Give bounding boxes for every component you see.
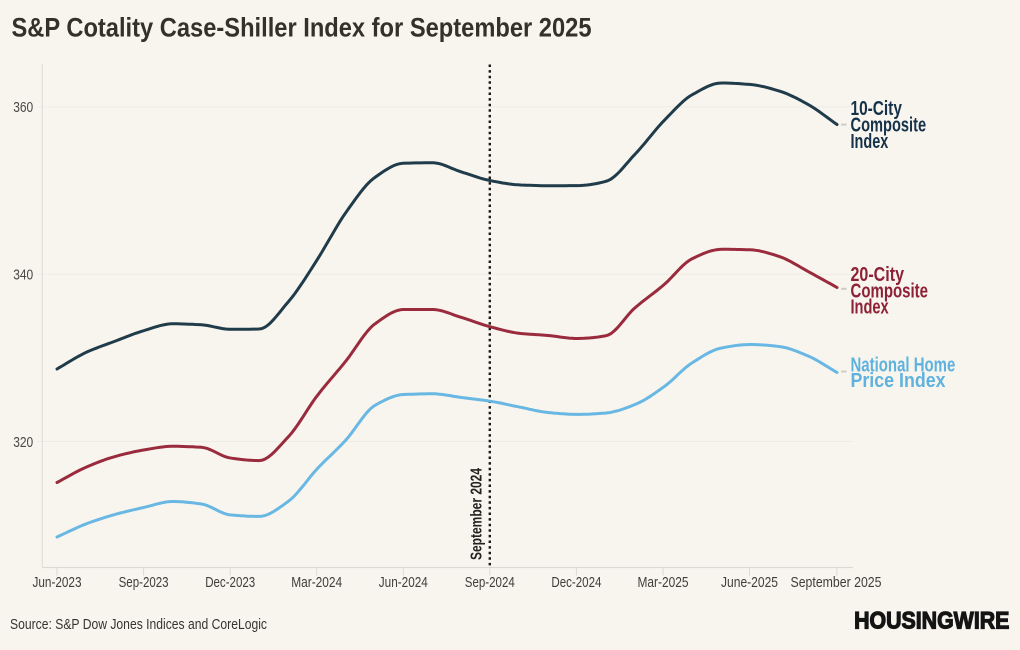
svg-text:Source: S&P Dow Jones Indices: Source: S&P Dow Jones Indices and CoreLo… (10, 617, 267, 633)
svg-text:Index: Index (851, 297, 889, 319)
svg-text:Jun-2024: Jun-2024 (379, 575, 428, 591)
svg-text:340: 340 (13, 267, 33, 284)
svg-text:Composite: Composite (851, 280, 929, 302)
svg-text:S&P Cotality Case-Shiller Inde: S&P Cotality Case-Shiller Index for Sept… (12, 13, 592, 43)
svg-text:Jun-2023: Jun-2023 (33, 575, 82, 591)
svg-text:Composite: Composite (851, 115, 927, 137)
svg-text:Dec-2023: Dec-2023 (205, 575, 255, 591)
svg-text:Sep-2023: Sep-2023 (119, 575, 169, 591)
svg-text:320: 320 (13, 434, 33, 451)
svg-text:Mar-2025: Mar-2025 (638, 575, 689, 591)
svg-text:Sep-2024: Sep-2024 (465, 575, 515, 591)
svg-text:HOUSINGWIRE: HOUSINGWIRE (854, 607, 1009, 634)
svg-text:September 2024: September 2024 (469, 468, 486, 560)
svg-text:June-2025: June-2025 (721, 575, 778, 591)
svg-text:360: 360 (13, 99, 33, 116)
svg-text:September 2025: September 2025 (791, 575, 882, 591)
svg-text:Price Index: Price Index (851, 370, 946, 392)
svg-text:10-City: 10-City (851, 98, 903, 120)
svg-text:Index: Index (851, 131, 889, 153)
svg-text:20-City: 20-City (851, 264, 905, 286)
svg-text:Dec-2024: Dec-2024 (551, 575, 601, 591)
svg-text:Mar-2024: Mar-2024 (291, 575, 342, 591)
svg-text:National Home: National Home (851, 355, 956, 377)
